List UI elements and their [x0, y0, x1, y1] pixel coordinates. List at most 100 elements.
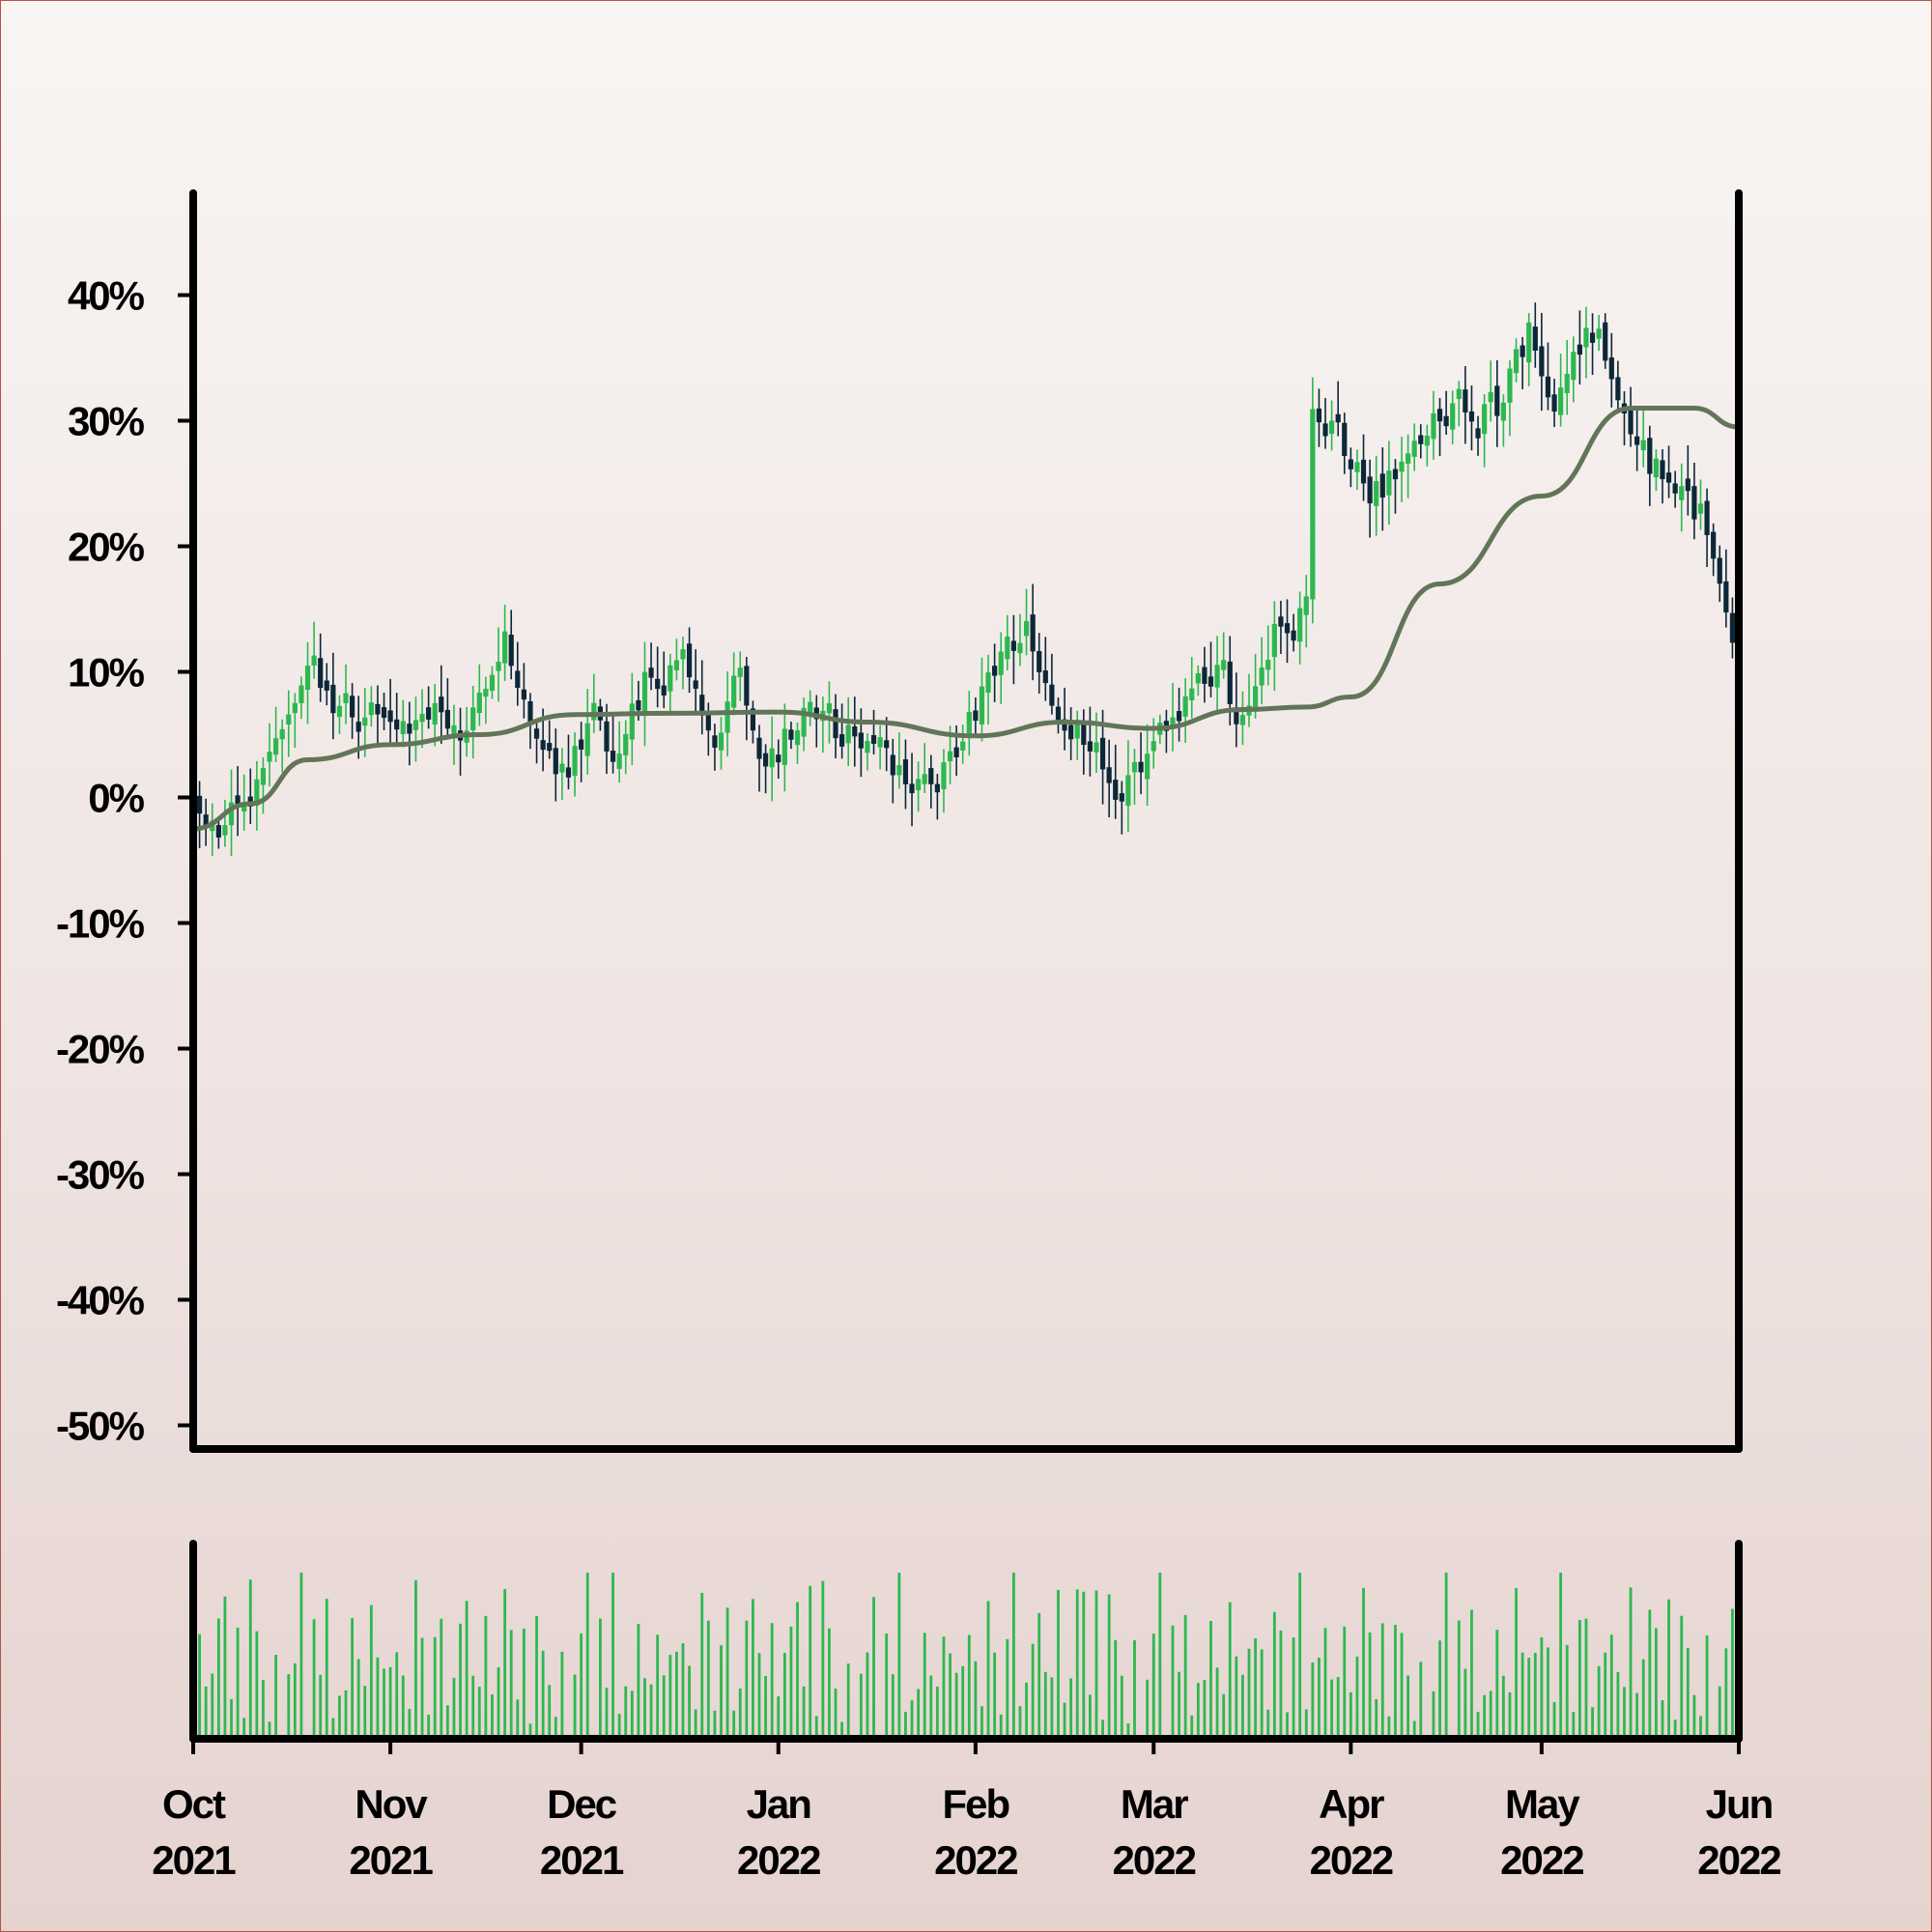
volume-bar	[923, 1633, 926, 1739]
candle	[839, 703, 845, 759]
candle	[496, 627, 501, 702]
candle	[1010, 614, 1016, 685]
volume-bar	[1648, 1609, 1652, 1739]
volume-bar	[954, 1672, 958, 1739]
candle	[686, 627, 693, 694]
volume-bar	[1686, 1647, 1690, 1739]
candle	[1558, 354, 1564, 427]
y-axis-ticks: 40% 30% 20% 10% 0% -10% -20% -30% -40% -50%	[56, 273, 193, 1449]
volume-bar	[319, 1674, 323, 1739]
volume-bar	[1419, 1662, 1423, 1739]
candle	[426, 686, 432, 729]
candle	[1271, 601, 1277, 692]
candle	[1482, 393, 1488, 468]
candle	[890, 739, 895, 804]
volume-bar	[656, 1634, 660, 1739]
volume-bar	[548, 1685, 552, 1739]
candle	[272, 706, 279, 763]
candle	[616, 721, 622, 782]
volume-bar	[1133, 1639, 1136, 1739]
candle	[1589, 313, 1596, 376]
candle	[902, 739, 909, 810]
volume-series	[191, 1573, 1741, 1739]
candle	[1545, 342, 1551, 411]
candle	[1717, 545, 1722, 603]
volume-bar	[1375, 1698, 1378, 1739]
volume-bar	[376, 1657, 380, 1739]
candle	[1284, 599, 1291, 664]
candle	[1030, 583, 1036, 681]
candle	[286, 690, 292, 757]
candle	[311, 621, 317, 679]
volume-bar	[1412, 1720, 1416, 1739]
volume-bar	[1171, 1625, 1175, 1739]
volume-bar	[949, 1653, 952, 1739]
volume-bar	[369, 1605, 373, 1739]
candle	[1494, 360, 1500, 447]
x-tick-month-label: Mar	[1121, 1781, 1188, 1827]
volume-bar	[427, 1715, 431, 1739]
candlestick-series	[190, 302, 1742, 857]
candle	[1551, 379, 1557, 427]
volume-bar	[440, 1618, 443, 1739]
volume-bar	[484, 1615, 488, 1739]
volume-bar	[929, 1675, 933, 1739]
candle	[1418, 424, 1424, 459]
volume-bar	[1616, 1671, 1620, 1739]
volume-bar	[1266, 1709, 1270, 1739]
candle	[336, 695, 343, 734]
candle	[1411, 423, 1417, 471]
volume-bar	[1114, 1639, 1118, 1739]
x-tick-month-label: Jun	[1706, 1781, 1773, 1827]
volume-bar	[935, 1686, 939, 1739]
candle	[852, 696, 858, 767]
candle	[464, 706, 469, 757]
candle	[1068, 706, 1074, 760]
candle	[1291, 613, 1296, 652]
candle	[432, 683, 438, 747]
candle	[1062, 687, 1067, 751]
volume-bar	[1063, 1702, 1066, 1739]
volume-bar	[1387, 1716, 1391, 1739]
candle	[375, 685, 381, 745]
candle	[1322, 398, 1328, 449]
candle	[394, 693, 400, 746]
candle	[884, 717, 890, 772]
candle	[210, 803, 215, 856]
candle	[1526, 313, 1532, 386]
volume-bar	[1501, 1675, 1505, 1739]
volume-bar	[1025, 1682, 1028, 1739]
candle	[1596, 315, 1602, 352]
y-tick-label: -20%	[56, 1027, 145, 1072]
candle	[1615, 360, 1621, 410]
candle	[1182, 678, 1188, 744]
volume-bar	[1235, 1656, 1238, 1739]
volume-bar	[477, 1687, 481, 1739]
candle	[1170, 683, 1176, 752]
candle	[254, 760, 260, 831]
x-tick-year-label: 2022	[1310, 1837, 1393, 1883]
candle	[1348, 447, 1353, 488]
volume-bar	[452, 1677, 456, 1739]
volume-bar	[1120, 1675, 1123, 1739]
volume-bar	[1011, 1573, 1015, 1739]
volume-bar	[1209, 1620, 1212, 1739]
candle	[813, 695, 819, 748]
candle	[350, 683, 355, 739]
candle	[1456, 381, 1462, 427]
price-panel: 40% 30% 20% 10% 0% -10% -20% -30% -40% -50%	[56, 189, 1743, 1453]
volume-bar	[1031, 1643, 1035, 1739]
volume-bar	[1508, 1692, 1512, 1739]
volume-bar	[1527, 1657, 1531, 1739]
volume-bar	[986, 1601, 990, 1739]
candle	[1106, 739, 1112, 818]
x-tick-year-label: 2022	[1697, 1837, 1780, 1883]
candle	[673, 639, 680, 681]
volume-bar	[1368, 1632, 1372, 1739]
volume-bar	[897, 1573, 901, 1739]
volume-bar	[580, 1633, 583, 1739]
volume-bar	[522, 1628, 526, 1739]
candle	[973, 696, 979, 737]
volume-bar	[809, 1585, 812, 1739]
volume-bar	[974, 1661, 978, 1739]
